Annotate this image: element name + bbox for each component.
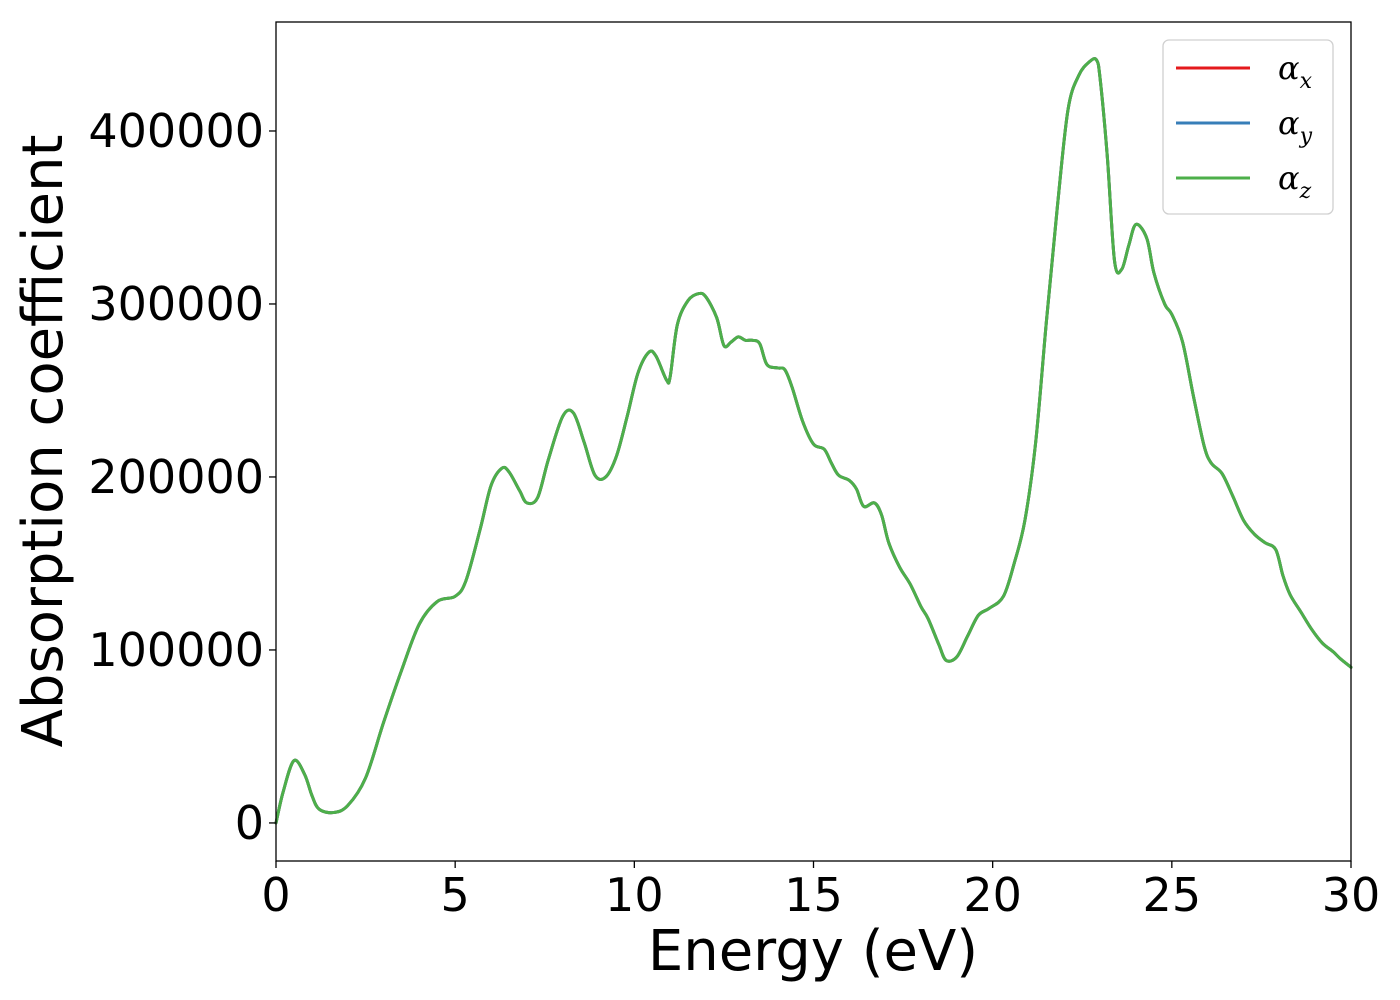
y-axis-title: Absorption coefficient [11, 135, 76, 748]
legend-label-z: αz [1278, 159, 1312, 204]
legend-label-y: αy [1278, 104, 1313, 149]
y-tick-label: 200000 [88, 450, 264, 504]
y-tick-label: 300000 [88, 277, 264, 331]
x-tick-label: 25 [1143, 868, 1202, 922]
y-tick-label: 100000 [88, 623, 264, 677]
legend-box [1162, 39, 1334, 215]
x-tick-label: 20 [963, 868, 1022, 922]
series-layer [274, 57, 1353, 825]
y-tick-label: 0 [235, 796, 264, 850]
x-tick-label: 15 [784, 868, 843, 922]
legend-label-x: αx [1278, 49, 1313, 94]
x-tick-label: 10 [605, 868, 664, 922]
series-line-z [274, 57, 1353, 825]
x-axis-title: Energy (eV) [648, 919, 978, 984]
x-tick-label: 30 [1322, 868, 1381, 922]
y-axis: 0 100000 200000 300000 400000 [88, 104, 276, 850]
x-axis: 0 5 10 15 20 25 30 [261, 861, 1380, 922]
y-tick-label: 400000 [88, 104, 264, 158]
x-tick-label: 0 [261, 868, 290, 922]
legend: αx αy αz [1162, 39, 1334, 215]
x-tick-label: 5 [441, 868, 470, 922]
